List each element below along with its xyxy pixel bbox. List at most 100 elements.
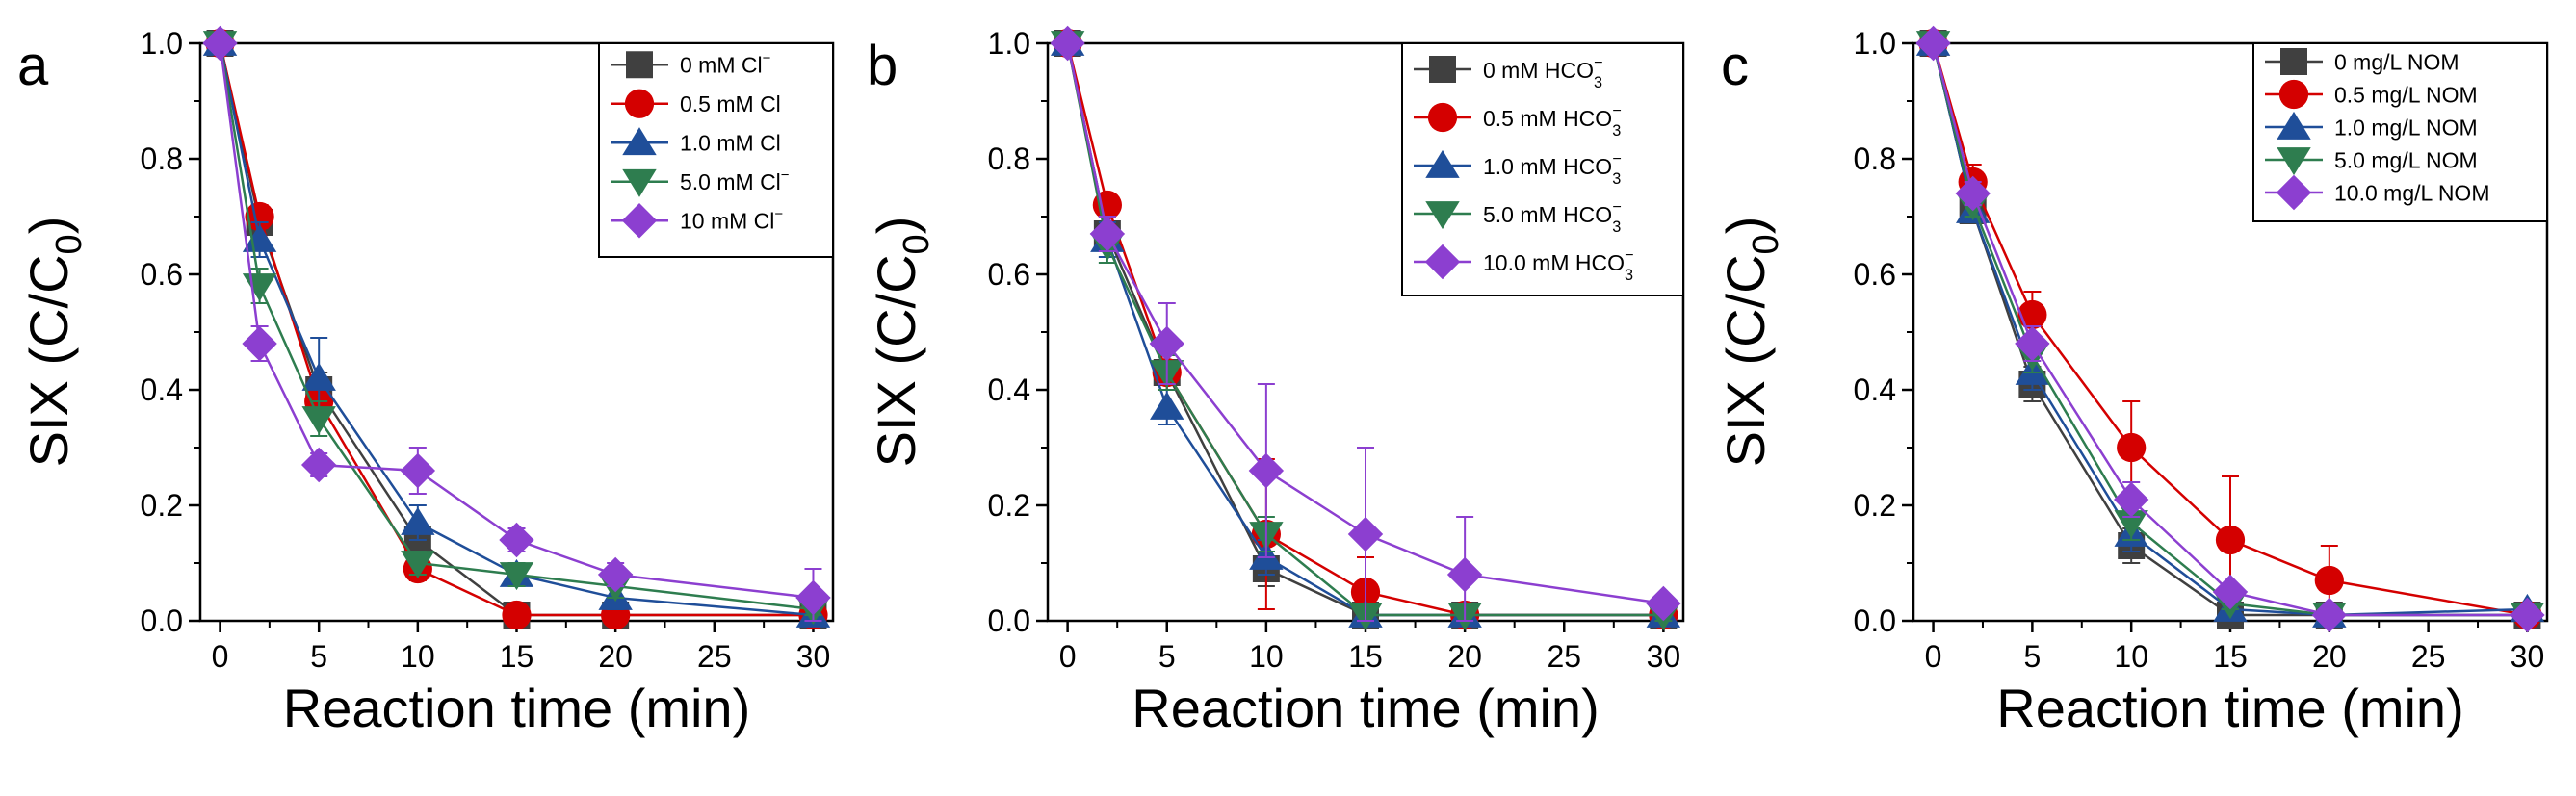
legend-marker	[2280, 48, 2307, 75]
x-axis-title: Reaction time (min)	[1996, 678, 2463, 738]
legend: 0 mM HCO− 3 0.5 mM HCO− 3 1.0 mM HCO− 3 5.0 mM…	[1401, 42, 1684, 296]
y-tick-label: 1.0	[988, 26, 1030, 61]
series-4	[1050, 25, 1681, 622]
x-tick-label: 5	[2023, 639, 2041, 674]
legend-marker	[626, 51, 653, 79]
x-tick-label: 30	[1647, 639, 1681, 674]
data-point	[2314, 565, 2344, 596]
legend-marker	[1425, 201, 1460, 230]
panel-letter: c	[1721, 35, 1749, 97]
legend-label: 0.5 mM HCO− 3	[1483, 102, 1622, 140]
x-tick-label: 5	[310, 639, 327, 674]
series-4	[202, 25, 831, 622]
y-tick-label: 0.4	[988, 372, 1030, 407]
legend-marker	[621, 203, 658, 239]
y-axis-title: SIX (C/C0)	[866, 217, 937, 468]
x-axis-title: Reaction time (min)	[283, 678, 750, 738]
y-axis-title: SIX (C/C0)	[18, 217, 90, 468]
data-point	[1915, 25, 1951, 62]
legend: 0 mM Cl− 0.5 mM Cl 1.0 mM Cl 5.0 mM Cl− 10 m…	[598, 42, 834, 258]
legend-marker	[624, 89, 655, 118]
data-point	[2311, 597, 2348, 633]
data-point	[300, 447, 337, 483]
legend-marker	[1425, 149, 1460, 178]
x-tick-label: 20	[1447, 639, 1482, 674]
legend-label: 1.0 mM Cl	[680, 131, 781, 156]
legend-marker	[2278, 79, 2309, 110]
data-point	[499, 522, 534, 558]
x-tick-label: 25	[697, 639, 732, 674]
legend-marker	[1429, 56, 1456, 83]
data-point	[1446, 556, 1483, 593]
data-point	[1248, 452, 1285, 489]
x-tick-label: 25	[2411, 639, 2446, 674]
data-point	[1050, 25, 1085, 62]
legend-marker	[1427, 102, 1458, 133]
legend-label: 0.5 mg/L NOM	[2334, 82, 2478, 107]
data-point	[242, 325, 277, 362]
x-tick-label: 15	[2213, 639, 2248, 674]
x-axis-title: Reaction time (min)	[1132, 678, 1599, 738]
data-point	[499, 562, 534, 591]
y-tick-label: 0.6	[141, 257, 183, 292]
series-4	[1915, 25, 2545, 633]
data-point	[202, 25, 238, 62]
y-axis-title: SIX (C/C0)	[1715, 217, 1786, 468]
legend-label: 1.0 mg/L NOM	[2334, 115, 2478, 140]
data-point	[1089, 216, 1126, 252]
legend-marker	[622, 168, 657, 197]
y-tick-label: 0.8	[141, 141, 183, 176]
x-tick-label: 10	[401, 639, 435, 674]
x-tick-label: 15	[1348, 639, 1383, 674]
data-point	[301, 406, 336, 435]
data-point	[1149, 325, 1184, 362]
x-tick-label: 0	[1925, 639, 1942, 674]
data-point	[2212, 574, 2249, 610]
legend-label: 0 mM HCO− 3	[1483, 54, 1603, 91]
y-tick-label: 0.8	[1854, 141, 1896, 176]
chart-panel-a: a 0 5 10 15 20 25 30 0.0 0.2 0.4 0.6 0.8 1.0 Reaction …	[17, 25, 835, 738]
legend-label: 1.0 mM HCO− 3	[1483, 150, 1622, 188]
y-tick-label: 0.6	[1854, 257, 1896, 292]
legend: 0 mg/L NOM 0.5 mg/L NOM 1.0 mg/L NOM 5.0 mg…	[2252, 42, 2548, 222]
legend-label: 5.0 mM HCO− 3	[1483, 198, 1622, 236]
legend-label: 10.0 mM HCO− 3	[1483, 246, 1633, 284]
legend-label: 5.0 mM Cl−	[680, 167, 790, 194]
x-tick-label: 5	[1158, 639, 1176, 674]
x-tick-label: 10	[2114, 639, 2148, 674]
legend-marker	[2276, 174, 2312, 211]
y-tick-label: 0.0	[1854, 603, 1896, 638]
y-tick-label: 0.0	[141, 603, 183, 638]
data-point	[401, 506, 435, 535]
data-point	[2215, 525, 2246, 555]
x-tick-label: 20	[2312, 639, 2347, 674]
legend-marker	[2277, 111, 2311, 140]
y-tick-label: 0.2	[1854, 488, 1896, 523]
x-tick-label: 0	[212, 639, 229, 674]
y-tick-label: 0.8	[988, 141, 1030, 176]
data-point	[2015, 325, 2050, 362]
data-point	[1150, 391, 1184, 420]
data-point	[2113, 481, 2149, 518]
legend-label: 10 mM Cl−	[680, 206, 783, 233]
legend-label: 5.0 mg/L NOM	[2334, 147, 2478, 172]
data-point	[2510, 597, 2545, 633]
legend-marker	[622, 127, 657, 156]
legend-label: 10.0 mg/L NOM	[2334, 180, 2489, 205]
x-tick-label: 15	[500, 639, 534, 674]
data-point	[1955, 175, 1991, 212]
x-tick-label: 30	[2511, 639, 2545, 674]
y-tick-label: 0.4	[141, 372, 183, 407]
legend-label: 0 mM Cl−	[680, 50, 770, 77]
panel-letter: a	[17, 35, 49, 97]
y-tick-label: 0.2	[141, 488, 183, 523]
y-tick-label: 0.6	[988, 257, 1030, 292]
y-tick-label: 1.0	[141, 26, 183, 61]
y-tick-label: 0.4	[1854, 372, 1896, 407]
legend-label: 0.5 mM Cl	[680, 91, 781, 116]
y-tick-label: 0.2	[988, 488, 1030, 523]
y-tick-label: 0.0	[988, 603, 1030, 638]
data-point	[1646, 585, 1681, 622]
data-point	[401, 551, 435, 579]
